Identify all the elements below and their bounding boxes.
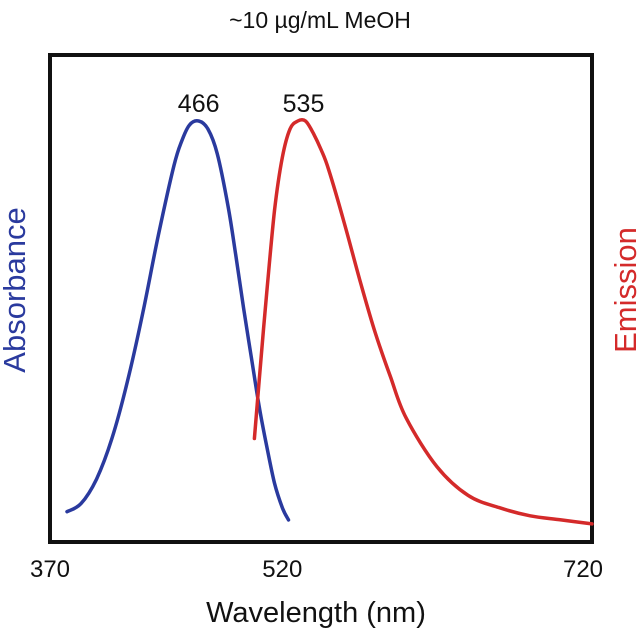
plot-frame [48, 53, 594, 544]
y-axis-label-right: Emission [608, 227, 640, 353]
chart-title: ~10 µg/mL MeOH [229, 7, 411, 33]
series-layer [65, 117, 594, 526]
peak-label-535: 535 [283, 90, 325, 118]
peak-label-466: 466 [178, 90, 220, 118]
series-line-emission [252, 117, 594, 526]
x-tick-label-370: 370 [30, 556, 70, 583]
annotation-layer: 466 535 [178, 90, 325, 118]
x-tick-label-520: 520 [262, 556, 302, 583]
series-line-absorbance [65, 119, 291, 522]
x-axis-label: Wavelength (nm) [206, 597, 426, 629]
x-tick-layer: 370 520 720 [30, 556, 603, 583]
y-axis-label-left: Absorbance [0, 207, 32, 372]
x-tick-label-720: 720 [563, 556, 603, 583]
